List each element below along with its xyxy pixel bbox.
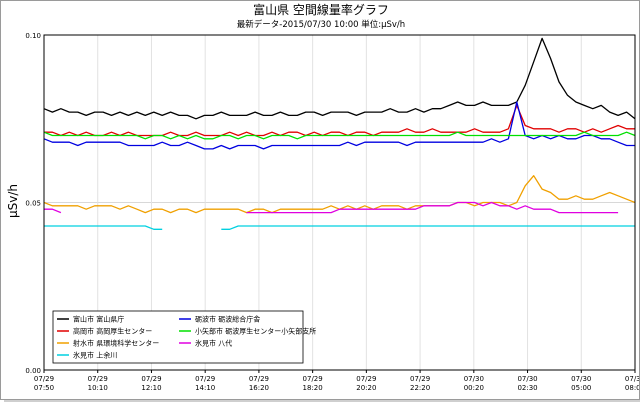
x-tick-time: 18:20 [303, 384, 323, 392]
x-tick-date: 07/29 [88, 375, 108, 383]
legend-label: 富山市 富山県庁 [73, 315, 124, 324]
x-tick-time: 07:50 [34, 384, 54, 392]
x-tick-time: 22:20 [410, 384, 430, 392]
y-tick-label: 0.00 [25, 367, 41, 375]
y-tick-label: 0.05 [25, 200, 41, 208]
series-line [44, 201, 619, 214]
x-tick-time: 16:20 [249, 384, 269, 392]
series-line [44, 104, 635, 137]
x-tick-date: 07/29 [303, 375, 323, 383]
x-tick-date: 07/29 [410, 375, 430, 383]
x-tick-time: 05:00 [571, 384, 591, 392]
y-tick-label: 0.10 [25, 32, 41, 40]
plot-area-border [43, 34, 636, 371]
x-tick-time: 20:20 [356, 384, 376, 392]
x-tick-date: 07/30 [625, 375, 639, 383]
legend-label: 射水市 県環境科学センター [73, 339, 159, 348]
x-tick-date: 07/29 [34, 375, 54, 383]
x-tick-time: 14:10 [195, 384, 215, 392]
series-line [44, 225, 635, 230]
x-tick-date: 07/30 [517, 375, 537, 383]
x-tick-date: 07/29 [195, 375, 215, 383]
x-tick-date: 07/29 [141, 375, 161, 383]
series-line [43, 101, 635, 150]
legend-label: 高岡市 高岡厚生センター [73, 327, 152, 336]
chart-subtitle: 最新データ-2015/07/30 10:00 単位:μSv/h [237, 19, 405, 30]
x-tick-time: 02:30 [517, 384, 537, 392]
legend-label: 砺波市 砺波総合庁舎 [195, 315, 260, 324]
legend-label: 氷見市 八代 [195, 339, 232, 348]
x-tick-time: 10:10 [88, 384, 108, 392]
x-tick-date: 07/29 [249, 375, 269, 383]
legend-label: 小矢部市 砺波厚生センター小矢部支所 [195, 327, 316, 336]
x-tick-time: 12:10 [141, 384, 161, 392]
x-tick-time: 00:20 [464, 384, 484, 392]
y-axis-label: μSv/h [6, 184, 20, 218]
x-tick-date: 07/29 [356, 375, 376, 383]
series-line [43, 131, 636, 140]
series-line [43, 37, 636, 120]
axes: 0.000.050.1007/2907:5007/2910:1007/2912:… [25, 32, 640, 392]
x-tick-time: 08:00 [625, 384, 639, 392]
series-line [43, 175, 636, 214]
x-tick-date: 07/30 [571, 375, 591, 383]
legend-label: 氷見市 上余川 [73, 351, 117, 360]
series-lines [43, 37, 636, 230]
legend-box [52, 310, 304, 364]
chart-title: 富山県 空間線量率グラフ [253, 2, 389, 17]
x-tick-date: 07/30 [464, 375, 484, 383]
